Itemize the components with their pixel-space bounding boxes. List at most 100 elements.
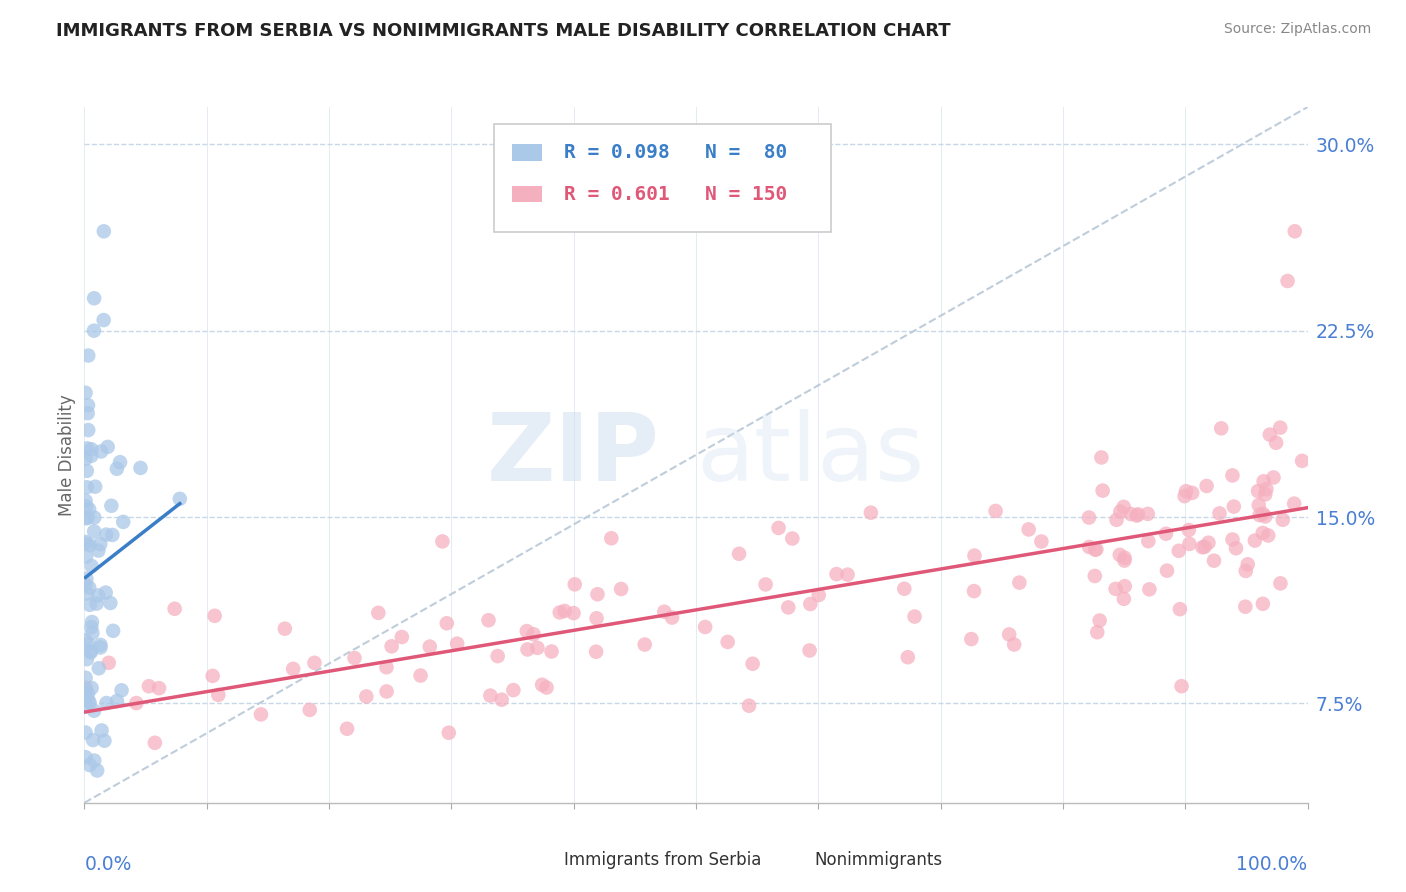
Point xyxy=(1078,510,1101,524)
Point xyxy=(1078,540,1101,554)
Point xyxy=(1234,564,1257,578)
Point xyxy=(1156,564,1178,578)
Point xyxy=(1104,582,1126,596)
Point xyxy=(523,627,546,641)
Point xyxy=(409,668,432,682)
Point xyxy=(79,598,101,612)
Point xyxy=(1085,625,1108,640)
Point xyxy=(1243,533,1265,548)
Point xyxy=(1247,484,1270,499)
Point xyxy=(1236,558,1258,572)
Point xyxy=(1191,541,1213,555)
Point xyxy=(1251,525,1274,540)
Point xyxy=(75,577,97,591)
Point xyxy=(93,224,115,238)
Point xyxy=(82,733,104,747)
Point xyxy=(728,547,751,561)
Point xyxy=(75,681,97,695)
Point xyxy=(516,624,538,639)
Point xyxy=(80,559,103,574)
Point xyxy=(536,681,558,695)
Point xyxy=(1195,479,1218,493)
Point xyxy=(1126,508,1149,522)
Point xyxy=(77,687,100,701)
Point xyxy=(169,491,191,506)
Text: IMMIGRANTS FROM SERBIA VS NONIMMIGRANTS MALE DISABILITY CORRELATION CHART: IMMIGRANTS FROM SERBIA VS NONIMMIGRANTS … xyxy=(56,22,950,40)
Point xyxy=(304,656,326,670)
Point xyxy=(77,694,100,708)
Point xyxy=(105,694,128,708)
Point xyxy=(1282,497,1305,511)
Point xyxy=(1114,579,1136,593)
Point xyxy=(432,534,454,549)
Point xyxy=(375,684,398,698)
Point xyxy=(526,640,548,655)
Point xyxy=(83,754,105,768)
Point xyxy=(77,423,100,437)
Point xyxy=(75,549,97,564)
Point xyxy=(1112,591,1135,606)
Point xyxy=(75,750,97,764)
Point xyxy=(1084,569,1107,583)
Point xyxy=(93,733,115,747)
Point xyxy=(77,581,100,595)
Point xyxy=(125,696,148,710)
Point xyxy=(1114,550,1136,565)
Point xyxy=(1088,614,1111,628)
Point xyxy=(336,722,359,736)
Point xyxy=(79,645,101,659)
Point xyxy=(100,499,122,513)
Point xyxy=(204,608,226,623)
Point xyxy=(75,633,97,648)
Point xyxy=(83,324,105,338)
Point xyxy=(86,597,108,611)
Text: Nonimmigrants: Nonimmigrants xyxy=(814,851,943,869)
Point xyxy=(1208,507,1230,521)
Point xyxy=(86,764,108,778)
Point xyxy=(554,604,576,618)
Point xyxy=(1178,537,1201,551)
Point xyxy=(1168,602,1191,616)
Point xyxy=(79,538,101,552)
Point xyxy=(1284,224,1306,238)
Point xyxy=(79,696,101,710)
Point xyxy=(1251,597,1274,611)
Point xyxy=(75,537,97,551)
Point xyxy=(1251,507,1274,521)
Point xyxy=(83,510,105,524)
Point xyxy=(96,696,118,710)
Point xyxy=(1291,454,1313,468)
Point xyxy=(1178,523,1201,537)
Point xyxy=(600,531,623,545)
Point xyxy=(1031,534,1053,549)
Point xyxy=(799,597,821,611)
Point xyxy=(75,683,97,698)
Point xyxy=(75,671,97,685)
Point xyxy=(1084,542,1107,557)
Point xyxy=(83,524,105,539)
Point xyxy=(87,661,110,675)
Point xyxy=(82,626,104,640)
Point xyxy=(76,442,98,456)
Point xyxy=(1170,679,1192,693)
Point xyxy=(1114,553,1136,567)
Point xyxy=(755,577,778,591)
Text: R = 0.098   N =  80: R = 0.098 N = 80 xyxy=(564,143,787,161)
Point xyxy=(112,515,135,529)
Point xyxy=(381,640,404,654)
Point xyxy=(75,493,97,508)
Point xyxy=(1109,505,1132,519)
Point xyxy=(75,385,97,400)
Point xyxy=(76,480,98,494)
Point xyxy=(1091,483,1114,498)
Point xyxy=(585,645,607,659)
Point xyxy=(531,678,554,692)
Point xyxy=(101,528,124,542)
Point xyxy=(903,609,925,624)
Point xyxy=(585,611,607,625)
Point xyxy=(90,723,112,738)
Point xyxy=(97,440,120,454)
Point xyxy=(738,698,761,713)
Point xyxy=(76,464,98,478)
Point xyxy=(283,662,305,676)
